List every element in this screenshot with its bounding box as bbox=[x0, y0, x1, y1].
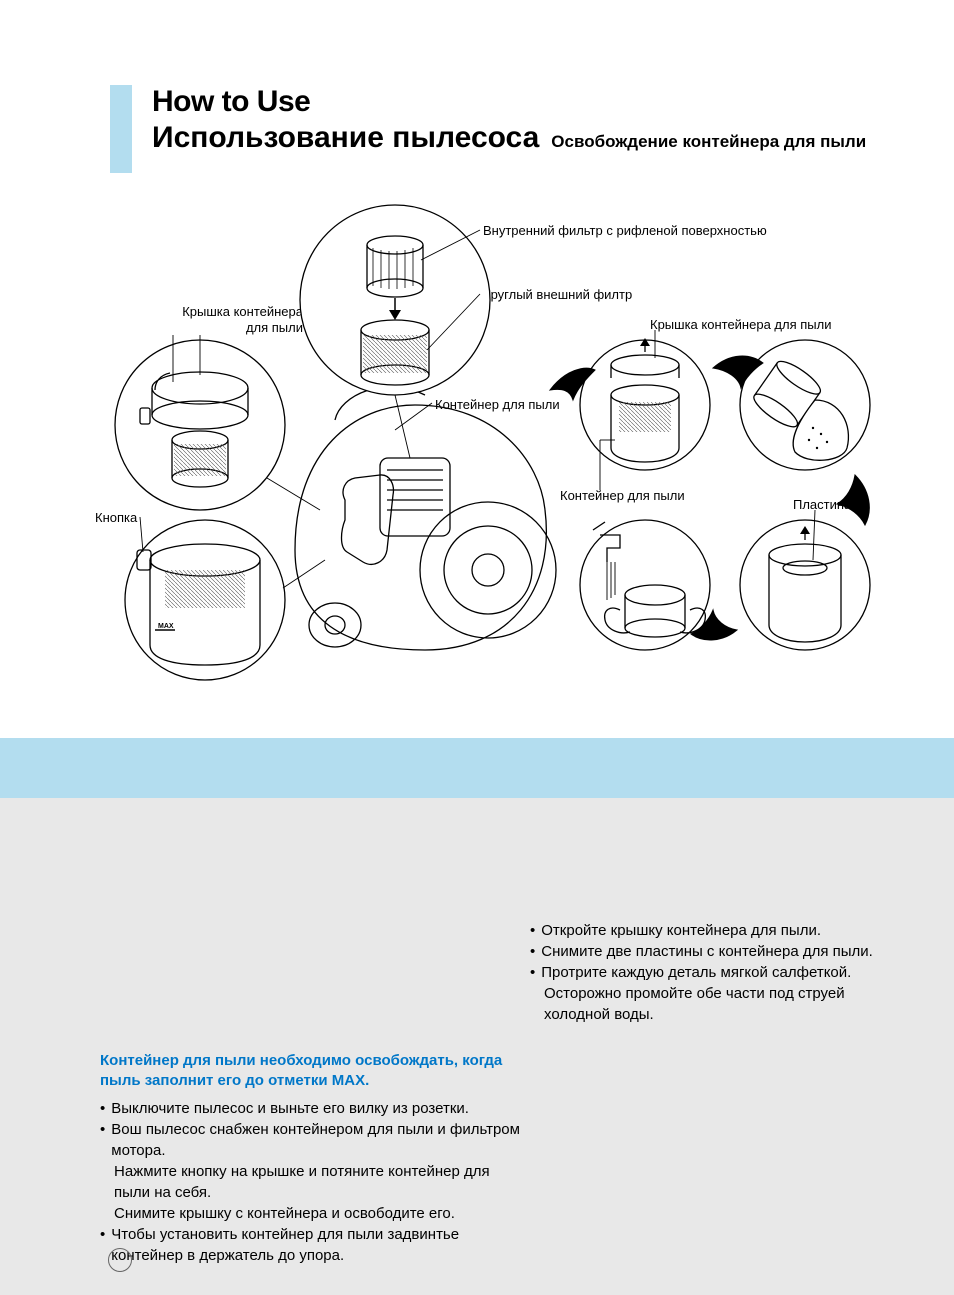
right-instructions: •Откройте крышку контейнера для пыли. •С… bbox=[530, 920, 905, 1025]
list-text: Протрите каждую деталь мягкой салфеткой. bbox=[541, 962, 851, 983]
list-item: •Откройте крышку контейнера для пыли. bbox=[530, 920, 905, 941]
exploded-diagram: Внутренний фильтр с рифленой поверхность… bbox=[95, 190, 885, 720]
blue-band bbox=[0, 738, 954, 798]
list-text: Выключите пылесос и выньте его вилку из … bbox=[111, 1098, 469, 1119]
list-item: •Снимите две пластины с контейнера для п… bbox=[530, 941, 905, 962]
list-item: •Вош пылесос снабжен контейнером для пыл… bbox=[100, 1119, 520, 1161]
svg-text:MAX: MAX bbox=[158, 623, 174, 630]
max-note: Контейнер для пыли необходимо освобождат… bbox=[100, 1051, 520, 1092]
header-accent-bar bbox=[110, 85, 132, 173]
page-header: How to Use Использование пылесоса Освобо… bbox=[110, 85, 894, 173]
list-item: •Протрите каждую деталь мягкой салфеткой… bbox=[530, 962, 905, 983]
list-text: Снимите две пластины с контейнера для пы… bbox=[541, 941, 873, 962]
page-number-circle bbox=[108, 1248, 132, 1272]
list-text: Чтобы установить контейнер для пыли задв… bbox=[111, 1224, 520, 1266]
title-row: Использование пылесоса Освобождение конт… bbox=[152, 121, 894, 155]
list-item: •Выключите пылесос и выньте его вилку из… bbox=[100, 1098, 520, 1119]
list-continuation: Осторожно промойте обе части под струей … bbox=[544, 983, 905, 1025]
title-russian: Использование пылесоса bbox=[152, 121, 539, 155]
list-continuation: Нажмите кнопку на крышке и потяните конт… bbox=[114, 1161, 520, 1203]
left-instructions: •Выключите пылесос и выньте его вилку из… bbox=[100, 1098, 520, 1266]
list-text: Откройте крышку контейнера для пыли. bbox=[541, 920, 821, 941]
list-continuation: Снимите крышку с контейнера и освободите… bbox=[114, 1203, 520, 1224]
list-text: Вош пылесос снабжен контейнером для пыли… bbox=[111, 1119, 520, 1161]
titles: How to Use Использование пылесоса Освобо… bbox=[152, 85, 894, 155]
list-item: •Чтобы установить контейнер для пыли зад… bbox=[100, 1224, 520, 1266]
title-english: How to Use bbox=[152, 85, 894, 119]
subtitle: Освобождение контейнера для пыли bbox=[551, 132, 866, 152]
manual-page: How to Use Использование пылесоса Освобо… bbox=[0, 0, 954, 1295]
diagram-svg: MAX bbox=[95, 190, 885, 720]
